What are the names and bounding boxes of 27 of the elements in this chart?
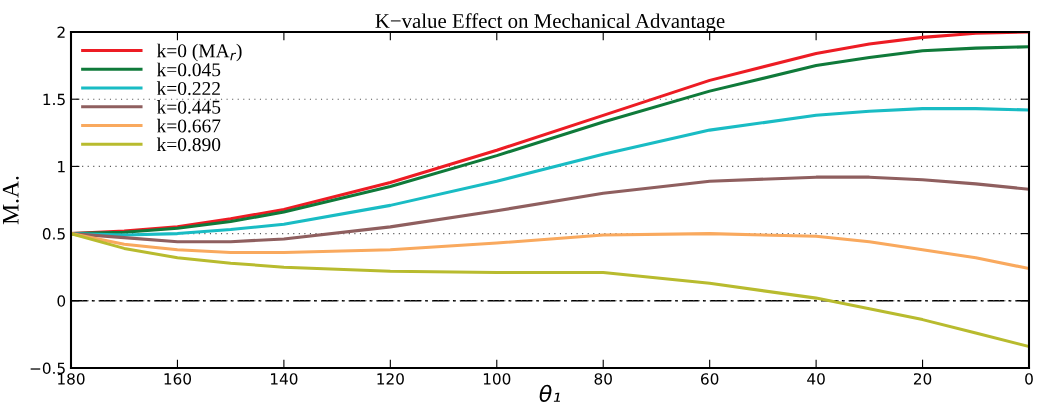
x-tick-label: 160 [164, 373, 192, 385]
line-series [71, 175, 1029, 244]
x-tick-label: 100 [483, 373, 511, 385]
y-tick-label: 1 [58, 161, 65, 173]
legend-label: k=0.222 [156, 81, 220, 96]
x-tick-label: 80 [594, 373, 612, 385]
line-series [71, 232, 1029, 349]
y-tick-label: 2 [57, 26, 65, 38]
x-tick-label: 20 [913, 373, 932, 385]
legend-label: k=0 (MA$_{r}$) [156, 43, 242, 62]
x-tick-label: 0 [1025, 373, 1033, 385]
legend-label: k=0.667 [156, 118, 221, 133]
x-axis-title: θ₁ [539, 384, 561, 402]
x-tick-label: 60 [701, 373, 719, 385]
legend-label: k=0.445 [156, 100, 221, 114]
chart-title: K−value Effect on Mechanical Advantage [375, 13, 725, 33]
y-axis-title: M.A. [2, 176, 19, 225]
y-tick-label: 0.5 [42, 228, 65, 240]
y-tick-label: 1.5 [43, 93, 65, 106]
legend-label: k=0.890 [156, 137, 221, 152]
x-tick-label: 140 [270, 373, 298, 385]
x-tick-label: 180 [58, 373, 85, 385]
y-tick-label: 0 [57, 295, 66, 307]
legend-label: k=0.045 [156, 62, 221, 77]
y-tick-label: −0.5 [30, 362, 65, 375]
x-tick-label: 120 [377, 373, 404, 385]
x-tick-label: 40 [807, 373, 825, 385]
